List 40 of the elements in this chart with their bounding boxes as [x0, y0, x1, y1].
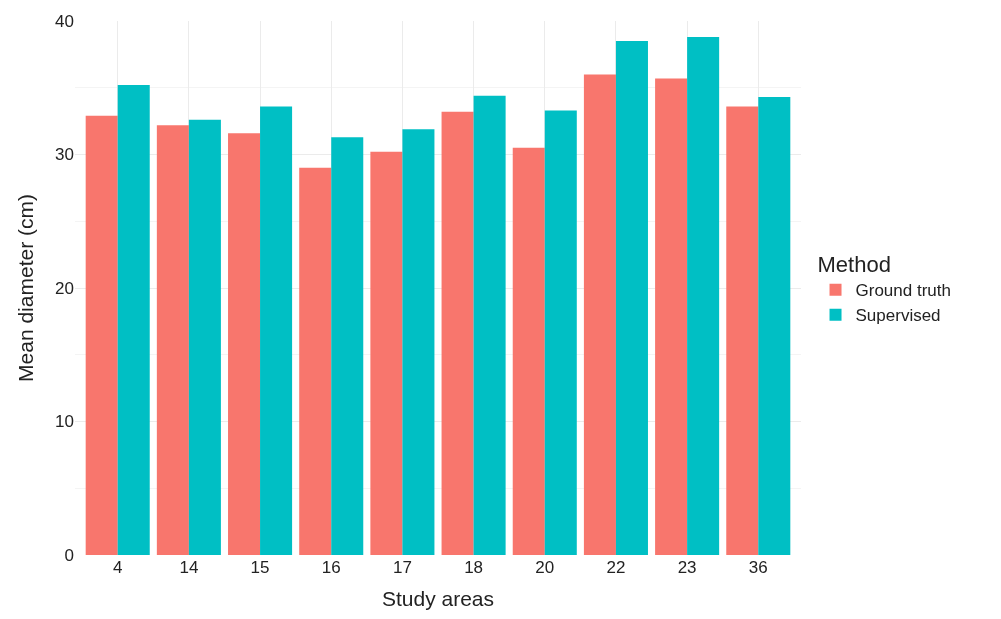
x-tick-label: 4	[112, 558, 123, 577]
bar	[260, 106, 293, 555]
bar	[655, 78, 688, 555]
y-tick-label: 40	[55, 11, 74, 31]
y-tick-label: 10	[55, 412, 74, 432]
bar	[583, 74, 616, 555]
x-tick-label: 15	[250, 558, 270, 577]
bar	[402, 129, 435, 555]
y-tick-label: 20	[55, 278, 74, 298]
x-tick-label: 16	[321, 558, 341, 577]
bar	[544, 110, 577, 555]
bar	[299, 167, 332, 555]
y-tick-label: 0	[64, 545, 74, 565]
x-tick-label: 36	[748, 558, 768, 577]
bar	[228, 133, 261, 555]
y-tick-label: 30	[55, 145, 74, 165]
legend-title: Method	[817, 252, 891, 278]
x-tick-label: 23	[677, 558, 697, 577]
bar	[512, 147, 545, 555]
bar	[473, 95, 506, 555]
y-axis-title: Mean diameter (cm)	[14, 194, 38, 382]
bar	[331, 137, 364, 555]
bar	[758, 97, 791, 555]
x-tick-label: 22	[606, 558, 626, 577]
bar	[441, 111, 474, 555]
bar	[615, 41, 648, 555]
bar	[687, 37, 720, 555]
bar	[117, 85, 150, 555]
bar	[188, 119, 221, 555]
x-tick-label: 18	[464, 558, 484, 577]
legend-label: Ground truth	[855, 281, 951, 301]
x-tick-label: 20	[535, 558, 555, 577]
bar	[370, 151, 403, 555]
x-axis-title: Study areas	[381, 587, 495, 611]
x-tick-label: 17	[392, 558, 412, 577]
bar	[726, 106, 759, 555]
x-tick-label: 14	[179, 558, 199, 577]
bar	[156, 125, 189, 555]
bar	[85, 115, 118, 555]
legend-label: Supervised	[855, 306, 941, 326]
